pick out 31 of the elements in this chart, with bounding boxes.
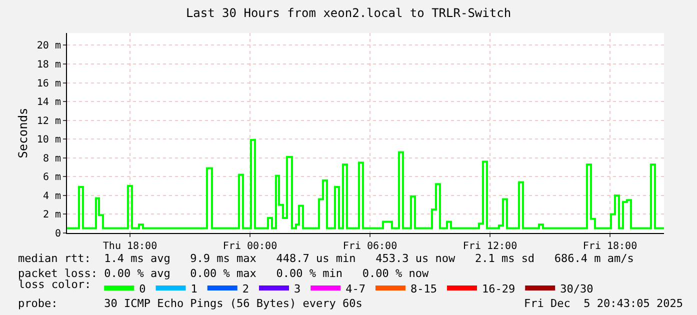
y-tick-label: 16 m [36,78,61,90]
y-tick-label: 20 m [36,40,61,52]
y-tick-label: 18 m [36,59,61,70]
text: packet loss: 0.00 % avg 0.00 % max 0.00 % min 0.00 % now [18,267,429,280]
y-tick-label: 14 m [36,97,61,108]
x-tick-label: Fri 06:00 [342,241,398,252]
legend-label: 8-15 [410,282,437,296]
legend-label: 4-7 [346,282,366,296]
legend-label: 30/30 [560,282,594,296]
y-tick-label: 2 m [42,210,61,221]
chart-title: Last 30 Hours from xeon2.local to TRLR-Switch [186,6,512,20]
x-tick-label: Thu 18:00 [102,241,158,252]
y-tick-label: 10 m [36,134,61,146]
y-tick-label: 8 m [42,153,61,164]
y-axis-title: Seconds [16,108,30,158]
x-tick-label: Fri 00:00 [222,241,278,252]
x-tick-label: Fri 18:00 [582,241,638,252]
y-tick-label: 6 m [42,172,61,184]
legend-label: 16-29 [482,282,516,296]
legend-title: loss color: [18,278,92,291]
y-tick-label: 4 m [42,190,61,202]
x-tick-label: Fri 12:00 [462,241,518,252]
text: Fri Dec 5 20:43:05 2025 [524,297,683,310]
y-tick-label: 0 [54,228,61,240]
text: probe: 30 ICMP Echo Pings (56 Bytes) every 60s [18,297,362,310]
text: median rtt: 1.4 ms avg 9.9 ms max 448.7 us min 453.3 us now 2.1 ms sd 686.4 m am/s [18,252,634,265]
legend-label: 0 [139,282,146,296]
legend-label: 1 [190,282,198,296]
y-tick-label: 12 m [36,116,61,127]
legend-label: 2 [242,282,249,296]
legend-label: 3 [294,282,301,296]
